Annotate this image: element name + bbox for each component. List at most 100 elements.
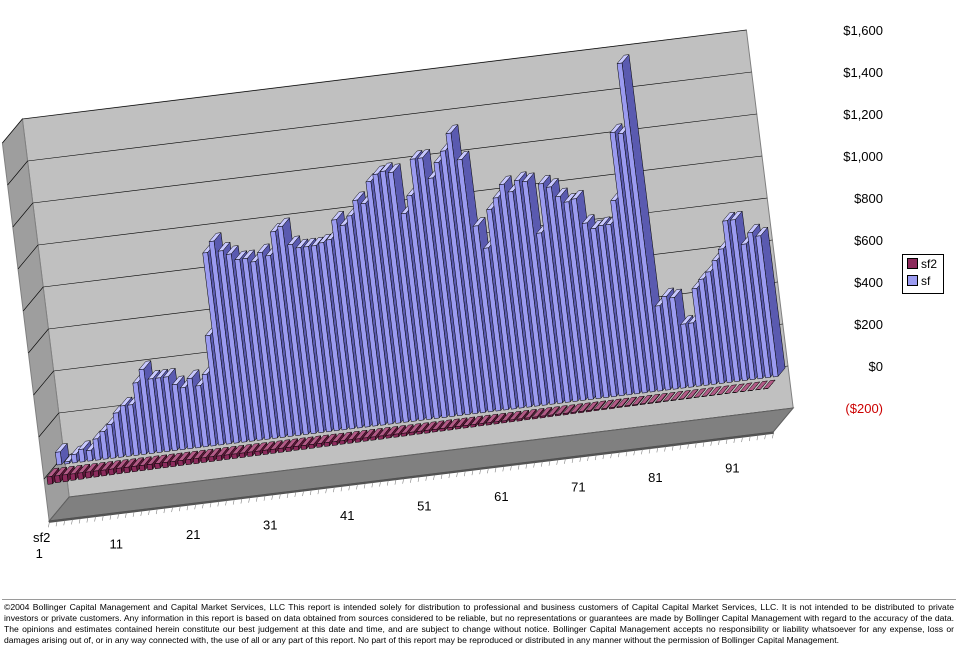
bar-sf2 — [662, 391, 676, 402]
bar-sf2 — [277, 438, 291, 453]
bar-sf2 — [585, 401, 599, 413]
bar-sf2 — [600, 399, 614, 411]
x-tick — [171, 507, 173, 513]
x-tick — [263, 495, 266, 501]
x-tick — [679, 444, 682, 450]
bar-sf2 — [346, 430, 360, 444]
x-tick — [425, 475, 428, 481]
y-tick-label: $200 — [854, 317, 883, 332]
bar-sf2 — [731, 383, 745, 394]
y-tick-label: $1,200 — [843, 107, 883, 122]
bar-sf2 — [639, 394, 653, 406]
x-tick — [448, 472, 451, 479]
x-tick — [625, 451, 628, 457]
x-tick — [456, 472, 458, 478]
bar-sf2 — [92, 461, 107, 478]
bars — [46, 53, 786, 485]
x-tick — [178, 506, 181, 512]
x-tick — [648, 448, 651, 454]
bar-sf2 — [539, 406, 553, 419]
bar-sf2 — [292, 437, 307, 451]
x-tick — [348, 485, 351, 491]
x-tick — [440, 473, 443, 480]
gridline-side — [33, 370, 54, 396]
y-tick-label: $1,000 — [843, 149, 883, 164]
x-tick-label: 61 — [494, 489, 508, 504]
x-tick — [78, 518, 81, 524]
legend-label-sf: sf — [921, 273, 931, 288]
bar-sf2 — [754, 380, 768, 391]
axis-ticks — [48, 433, 774, 528]
chart-floor — [48, 407, 795, 523]
bar-sf2 — [685, 388, 699, 400]
bar-sf2 — [716, 385, 730, 396]
bar-sf2 — [246, 442, 260, 457]
x-tick — [594, 454, 597, 461]
x-tick — [772, 433, 774, 439]
x-tick — [687, 443, 689, 449]
y-axis-labels: $1,600 $1,400 $1,200 $1,000 $800 $600 $400 $200… — [843, 23, 883, 416]
x-tick — [540, 461, 543, 467]
x-tick — [333, 487, 335, 493]
legend-swatch-sf2 — [907, 258, 918, 269]
x-tick — [363, 483, 366, 489]
x-tick — [163, 507, 166, 514]
bar-sf2 — [377, 426, 391, 440]
bar-sf2 — [631, 395, 645, 407]
bar-sf — [54, 442, 70, 466]
gridline-side — [38, 412, 60, 438]
x-tick — [579, 456, 582, 462]
x-tick — [101, 515, 104, 521]
depth-axis-labels: sf2 — [33, 530, 50, 545]
x-tick — [317, 489, 320, 495]
x-tick — [155, 508, 158, 515]
x-tick — [502, 466, 505, 472]
bar-sf2 — [300, 436, 314, 450]
x-tick-label: 1 — [36, 546, 43, 561]
bar-sf2 — [508, 410, 522, 423]
legend-item-sf: sf — [903, 272, 943, 289]
y-tick-label: ($200) — [845, 401, 883, 416]
x-tick — [186, 505, 189, 511]
bar-sf2 — [747, 381, 761, 392]
bar-sf2 — [493, 412, 507, 425]
bar-sf2 — [546, 405, 561, 418]
bar-sf2 — [623, 396, 638, 408]
x-tick — [764, 434, 766, 440]
bar-sf2 — [516, 409, 530, 422]
legend-label-sf2: sf2 — [921, 256, 938, 271]
x-tick — [232, 499, 235, 505]
x-tick — [510, 465, 512, 471]
x-tick — [86, 517, 89, 523]
x-tick — [356, 484, 358, 490]
gridline-side — [28, 328, 49, 354]
x-tick — [618, 452, 620, 458]
bar-sf2 — [608, 398, 622, 410]
bar-sf2 — [708, 385, 722, 397]
x-tick — [463, 471, 466, 477]
x-tick — [302, 490, 304, 497]
x-tick — [710, 440, 713, 446]
x-tick — [633, 450, 636, 456]
gridline-side — [22, 286, 44, 312]
x-tick — [394, 479, 397, 485]
x-tick — [479, 469, 481, 475]
y-tick-label: $1,400 — [843, 65, 883, 80]
x-tick — [271, 494, 274, 500]
x-tick — [225, 500, 227, 506]
x-tick — [471, 470, 474, 476]
legend: sf2 sf — [902, 254, 944, 294]
bar-sf2 — [416, 422, 430, 435]
x-tick — [309, 490, 312, 496]
bar-sf2 — [616, 397, 630, 409]
x-tick — [587, 455, 589, 462]
bar-sf2 — [231, 444, 245, 459]
y-tick-label: $0 — [869, 359, 883, 374]
bar-sf2 — [285, 438, 299, 452]
bar-sf2 — [577, 402, 591, 414]
y-tick-label: $1,600 — [843, 23, 883, 38]
x-tick — [109, 514, 112, 520]
gridline-side — [2, 118, 23, 144]
x-tick — [340, 486, 343, 492]
x-tick — [433, 474, 435, 480]
